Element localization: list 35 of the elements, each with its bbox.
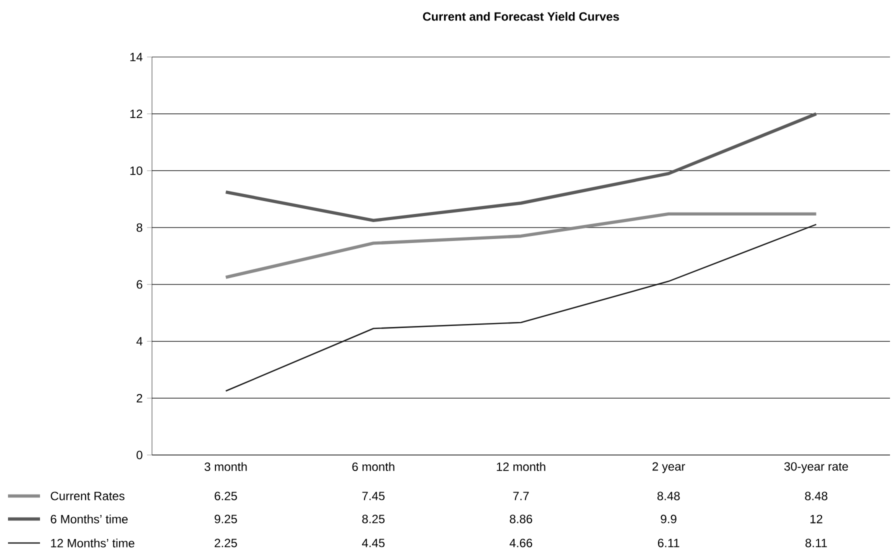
data-label: 8.86 [510,514,532,524]
data-label: 7.7 [513,492,529,500]
x-tick-label: 6 month [352,462,394,472]
x-tick-label: 3 month [204,462,247,472]
data-label: 4.66 [510,538,532,548]
x-tick-label: 2 year [652,462,686,474]
line-series [224,212,818,279]
data-label: 9.25 [214,514,237,524]
y-tick-label: 8 [136,223,142,232]
x-tick-label: 12 month [496,462,546,472]
data-label: 4.45 [362,538,385,548]
chart-title: Current and Forecast Yield Curves [423,12,619,21]
y-tick-label: 0 [136,450,142,460]
data-label: 8.48 [657,492,680,500]
y-tick-label: 4 [136,337,142,346]
data-label: 6.11 [658,538,680,548]
x-tick-label: 30-year rate [784,462,848,474]
data-label: 8.48 [805,492,828,500]
y-tick-label: 6 [136,280,142,289]
legend-label: 12 Months’ time [51,538,134,548]
y-tick-label: 14 [130,52,142,62]
data-label: 12 [810,514,822,524]
data-label: 2.25 [214,538,237,548]
y-tick-label: 10 [130,166,142,175]
y-tick-label: 12 [130,110,142,118]
line-series [225,224,817,392]
legend-label: 6 Months’ time [50,514,128,524]
data-label: 7.45 [362,492,385,500]
y-tick-label: 2 [136,394,142,402]
data-label: 9.9 [660,514,676,524]
line-series [224,112,818,222]
legend-label: Current Rates [50,492,124,500]
data-label: 8.11 [805,538,827,548]
data-label: 6.25 [214,492,237,500]
data-label: 8.25 [362,514,385,524]
